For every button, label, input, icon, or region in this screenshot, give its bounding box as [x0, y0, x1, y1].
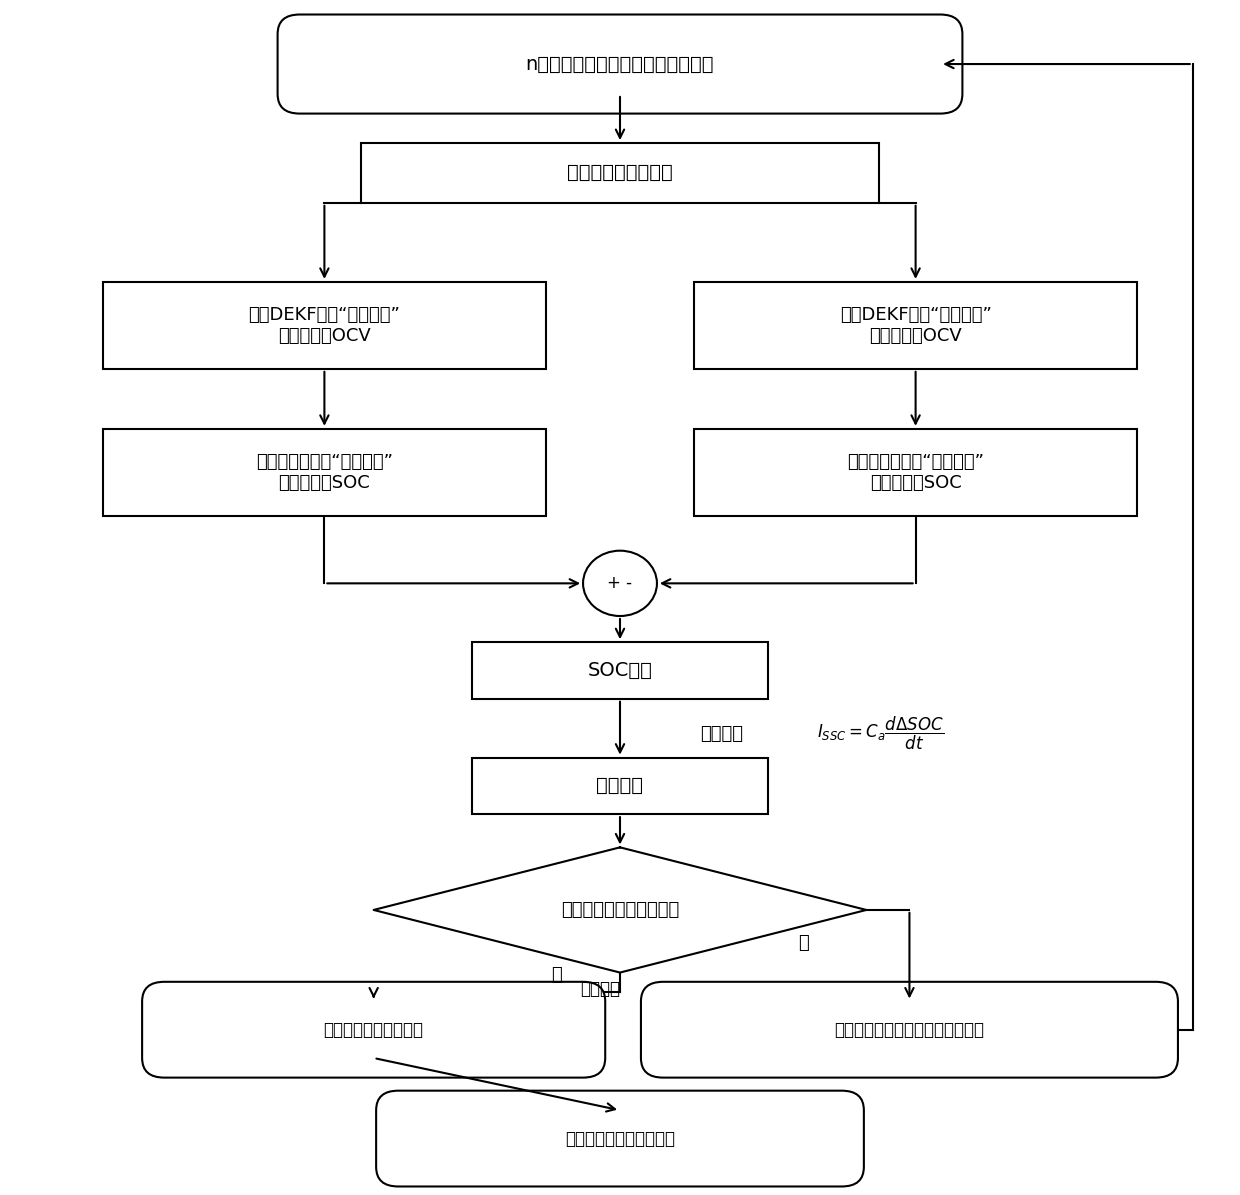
Text: 通过插値法获取“最小电池”
的荷电状态SOC: 通过插値法获取“最小电池” 的荷电状态SOC [255, 453, 393, 491]
FancyBboxPatch shape [143, 982, 605, 1078]
FancyBboxPatch shape [278, 14, 962, 114]
FancyBboxPatch shape [376, 1091, 864, 1187]
Text: 欧姆定律: 欧姆定律 [580, 980, 620, 999]
FancyBboxPatch shape [641, 982, 1178, 1078]
Text: 否: 否 [552, 967, 562, 985]
Bar [472, 758, 768, 814]
Bar [103, 429, 546, 516]
Text: 采用DEKF估计“最小电池”
的开路电压OCV: 采用DEKF估计“最小电池” 的开路电压OCV [248, 306, 401, 344]
Text: 是: 是 [799, 933, 810, 951]
Text: $I_{SSC}=C_a\dfrac{d\Delta SOC}{dt}$: $I_{SSC}=C_a\dfrac{d\Delta SOC}{dt}$ [817, 715, 944, 752]
Text: 电池管理系统控制和决策: 电池管理系统控制和决策 [565, 1129, 675, 1147]
Text: 短路故障（短路电阵）: 短路故障（短路电阵） [324, 1021, 424, 1038]
Polygon shape [373, 847, 867, 973]
Text: n节锂离子电池串联微短路故障检测: n节锂离子电池串联微短路故障检测 [526, 55, 714, 74]
Bar [472, 642, 768, 699]
Text: 电压、电流实时监测: 电压、电流实时监测 [567, 164, 673, 183]
Bar [361, 143, 879, 203]
Text: + -: + - [608, 575, 632, 593]
Circle shape [583, 551, 657, 615]
Text: SOC差异: SOC差异 [588, 661, 652, 680]
Bar [694, 282, 1137, 369]
Text: 线性拟合: 线性拟合 [701, 724, 743, 742]
Text: 短路电流是否近似为零？: 短路电流是否近似为零？ [560, 901, 680, 919]
Text: 通过插値法获取“中间电池”
的荷电状态SOC: 通过插値法获取“中间电池” 的荷电状态SOC [847, 453, 985, 491]
Text: 短路电流: 短路电流 [596, 777, 644, 796]
Bar [103, 282, 546, 369]
Text: 采用DEKF估计“中间电池”
的开路电压OCV: 采用DEKF估计“中间电池” 的开路电压OCV [839, 306, 992, 344]
Bar [694, 429, 1137, 516]
Text: 无短路故障（短路电阵为无穷大）: 无短路故障（短路电阵为无穷大） [835, 1021, 985, 1038]
